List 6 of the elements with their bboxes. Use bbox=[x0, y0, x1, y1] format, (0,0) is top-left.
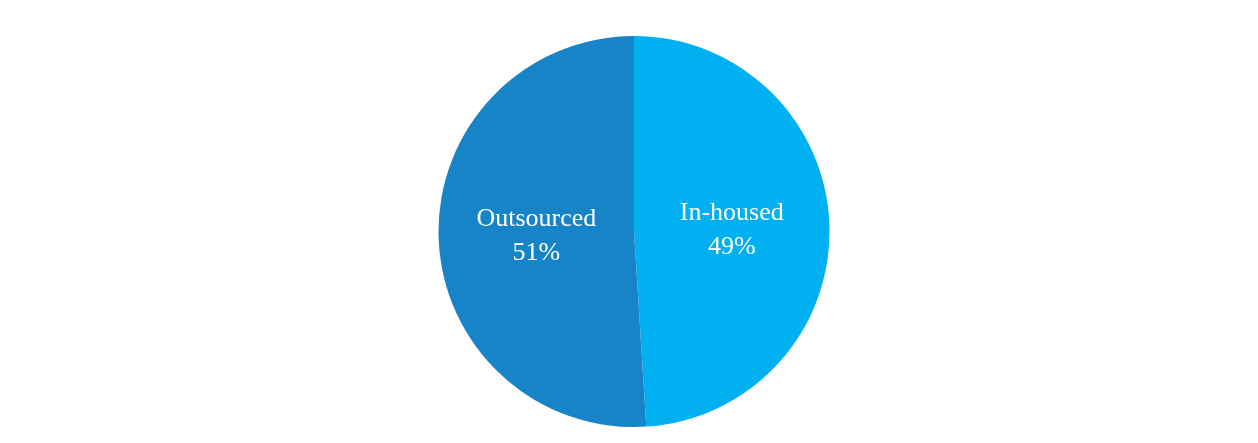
data-label: 49% bbox=[707, 230, 756, 260]
pie-slice bbox=[634, 36, 830, 427]
slice-label: Outsourced bbox=[476, 203, 597, 233]
slice-label: In-housed bbox=[679, 197, 784, 227]
data-label: 51% bbox=[512, 236, 561, 266]
pie-slice bbox=[438, 36, 647, 427]
